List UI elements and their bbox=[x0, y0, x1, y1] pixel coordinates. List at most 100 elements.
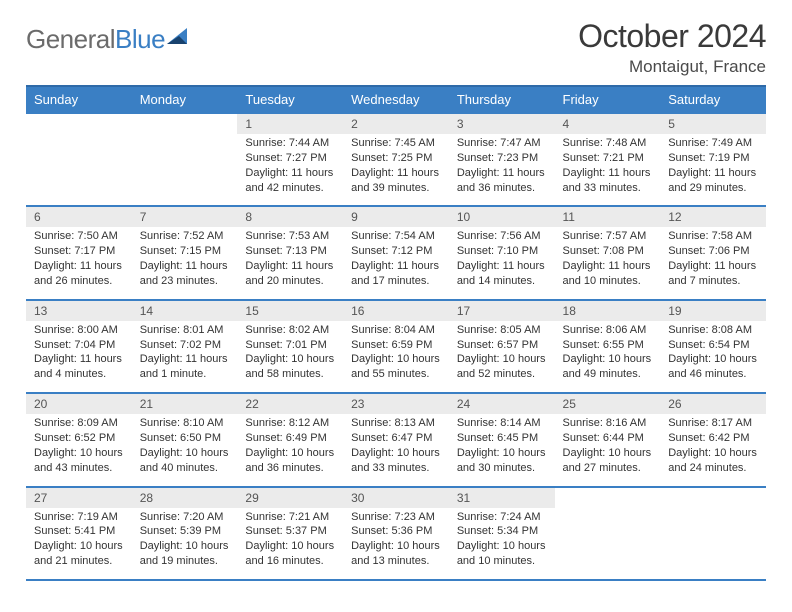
daylight-line: Daylight: 11 hours and 1 minute. bbox=[140, 352, 230, 382]
day-detail: Sunrise: 7:56 AMSunset: 7:10 PMDaylight:… bbox=[449, 227, 555, 298]
day-number: 24 bbox=[449, 394, 555, 414]
day-number: 26 bbox=[660, 394, 766, 414]
sunset-line: Sunset: 7:17 PM bbox=[34, 244, 124, 259]
daylight-line: Daylight: 10 hours and 10 minutes. bbox=[457, 539, 547, 569]
logo-part2: Blue bbox=[115, 24, 165, 54]
sunrise-line: Sunrise: 8:10 AM bbox=[140, 416, 230, 431]
sunset-line: Sunset: 7:12 PM bbox=[351, 244, 441, 259]
daylight-line: Daylight: 10 hours and 43 minutes. bbox=[34, 446, 124, 476]
day-detail: Sunrise: 7:48 AMSunset: 7:21 PMDaylight:… bbox=[555, 134, 661, 205]
day-number-cell: 18 bbox=[555, 300, 661, 321]
day-detail-cell: Sunrise: 7:57 AMSunset: 7:08 PMDaylight:… bbox=[555, 227, 661, 299]
day-detail-cell: Sunrise: 8:00 AMSunset: 7:04 PMDaylight:… bbox=[26, 321, 132, 393]
day-header: Tuesday bbox=[237, 86, 343, 113]
day-detail: Sunrise: 8:04 AMSunset: 6:59 PMDaylight:… bbox=[343, 321, 449, 392]
sunrise-line: Sunrise: 7:24 AM bbox=[457, 510, 547, 525]
sunrise-line: Sunrise: 7:44 AM bbox=[245, 136, 335, 151]
week-detail-row: Sunrise: 7:44 AMSunset: 7:27 PMDaylight:… bbox=[26, 134, 766, 206]
day-number-cell: 15 bbox=[237, 300, 343, 321]
daylight-line: Daylight: 11 hours and 42 minutes. bbox=[245, 166, 335, 196]
sunset-line: Sunset: 7:19 PM bbox=[668, 151, 758, 166]
week-detail-row: Sunrise: 7:50 AMSunset: 7:17 PMDaylight:… bbox=[26, 227, 766, 299]
day-number: 6 bbox=[26, 207, 132, 227]
day-detail-cell: Sunrise: 7:58 AMSunset: 7:06 PMDaylight:… bbox=[660, 227, 766, 299]
day-detail: Sunrise: 8:17 AMSunset: 6:42 PMDaylight:… bbox=[660, 414, 766, 485]
week-number-row: 13141516171819 bbox=[26, 300, 766, 321]
day-detail-cell: Sunrise: 7:24 AMSunset: 5:34 PMDaylight:… bbox=[449, 508, 555, 580]
day-number: 20 bbox=[26, 394, 132, 414]
daylight-line: Daylight: 11 hours and 23 minutes. bbox=[140, 259, 230, 289]
empty-cell bbox=[660, 487, 766, 508]
day-number: 21 bbox=[132, 394, 238, 414]
day-detail: Sunrise: 8:16 AMSunset: 6:44 PMDaylight:… bbox=[555, 414, 661, 485]
sunrise-line: Sunrise: 8:12 AM bbox=[245, 416, 335, 431]
sunset-line: Sunset: 6:59 PM bbox=[351, 338, 441, 353]
sunset-line: Sunset: 7:10 PM bbox=[457, 244, 547, 259]
calendar-table: Sunday Monday Tuesday Wednesday Thursday… bbox=[26, 85, 766, 581]
week-number-row: 20212223242526 bbox=[26, 393, 766, 414]
sunrise-line: Sunrise: 8:14 AM bbox=[457, 416, 547, 431]
day-number-cell: 16 bbox=[343, 300, 449, 321]
sunset-line: Sunset: 7:27 PM bbox=[245, 151, 335, 166]
sunrise-line: Sunrise: 8:16 AM bbox=[563, 416, 653, 431]
sunset-line: Sunset: 6:47 PM bbox=[351, 431, 441, 446]
daylight-line: Daylight: 11 hours and 17 minutes. bbox=[351, 259, 441, 289]
sunset-line: Sunset: 7:08 PM bbox=[563, 244, 653, 259]
day-number: 4 bbox=[555, 114, 661, 134]
day-number-cell: 2 bbox=[343, 113, 449, 134]
day-number: 12 bbox=[660, 207, 766, 227]
daylight-line: Daylight: 10 hours and 21 minutes. bbox=[34, 539, 124, 569]
day-number-cell: 25 bbox=[555, 393, 661, 414]
day-number: 30 bbox=[343, 488, 449, 508]
day-detail-cell: Sunrise: 7:48 AMSunset: 7:21 PMDaylight:… bbox=[555, 134, 661, 206]
day-number: 31 bbox=[449, 488, 555, 508]
day-header: Thursday bbox=[449, 86, 555, 113]
day-detail: Sunrise: 8:09 AMSunset: 6:52 PMDaylight:… bbox=[26, 414, 132, 485]
day-detail: Sunrise: 7:24 AMSunset: 5:34 PMDaylight:… bbox=[449, 508, 555, 579]
sunrise-line: Sunrise: 8:05 AM bbox=[457, 323, 547, 338]
day-detail: Sunrise: 7:21 AMSunset: 5:37 PMDaylight:… bbox=[237, 508, 343, 579]
empty-cell bbox=[132, 134, 238, 206]
daylight-line: Daylight: 10 hours and 33 minutes. bbox=[351, 446, 441, 476]
sunset-line: Sunset: 7:02 PM bbox=[140, 338, 230, 353]
sunrise-line: Sunrise: 8:09 AM bbox=[34, 416, 124, 431]
day-detail: Sunrise: 7:47 AMSunset: 7:23 PMDaylight:… bbox=[449, 134, 555, 205]
day-number-cell: 31 bbox=[449, 487, 555, 508]
sunrise-line: Sunrise: 7:19 AM bbox=[34, 510, 124, 525]
day-number: 19 bbox=[660, 301, 766, 321]
day-detail: Sunrise: 7:58 AMSunset: 7:06 PMDaylight:… bbox=[660, 227, 766, 298]
sunset-line: Sunset: 6:44 PM bbox=[563, 431, 653, 446]
day-detail: Sunrise: 7:20 AMSunset: 5:39 PMDaylight:… bbox=[132, 508, 238, 579]
day-detail-cell: Sunrise: 8:13 AMSunset: 6:47 PMDaylight:… bbox=[343, 414, 449, 486]
day-number-cell: 24 bbox=[449, 393, 555, 414]
day-number: 28 bbox=[132, 488, 238, 508]
day-number-cell: 7 bbox=[132, 206, 238, 227]
day-number: 16 bbox=[343, 301, 449, 321]
daylight-line: Daylight: 11 hours and 33 minutes. bbox=[563, 166, 653, 196]
week-number-row: 6789101112 bbox=[26, 206, 766, 227]
day-detail: Sunrise: 7:44 AMSunset: 7:27 PMDaylight:… bbox=[237, 134, 343, 205]
daylight-line: Daylight: 11 hours and 10 minutes. bbox=[563, 259, 653, 289]
logo: GeneralBlue bbox=[26, 18, 189, 55]
day-number-cell: 3 bbox=[449, 113, 555, 134]
daylight-line: Daylight: 11 hours and 39 minutes. bbox=[351, 166, 441, 196]
daylight-line: Daylight: 10 hours and 30 minutes. bbox=[457, 446, 547, 476]
daylight-line: Daylight: 10 hours and 52 minutes. bbox=[457, 352, 547, 382]
empty-cell bbox=[555, 508, 661, 580]
sunset-line: Sunset: 6:52 PM bbox=[34, 431, 124, 446]
daylight-line: Daylight: 10 hours and 49 minutes. bbox=[563, 352, 653, 382]
sunrise-line: Sunrise: 7:52 AM bbox=[140, 229, 230, 244]
day-detail: Sunrise: 8:00 AMSunset: 7:04 PMDaylight:… bbox=[26, 321, 132, 392]
day-number: 13 bbox=[26, 301, 132, 321]
day-detail-cell: Sunrise: 7:50 AMSunset: 7:17 PMDaylight:… bbox=[26, 227, 132, 299]
day-detail: Sunrise: 7:57 AMSunset: 7:08 PMDaylight:… bbox=[555, 227, 661, 298]
sunset-line: Sunset: 5:36 PM bbox=[351, 524, 441, 539]
day-number: 17 bbox=[449, 301, 555, 321]
day-number-cell: 9 bbox=[343, 206, 449, 227]
day-detail-cell: Sunrise: 8:14 AMSunset: 6:45 PMDaylight:… bbox=[449, 414, 555, 486]
day-header: Saturday bbox=[660, 86, 766, 113]
sunset-line: Sunset: 5:34 PM bbox=[457, 524, 547, 539]
day-detail-cell: Sunrise: 7:52 AMSunset: 7:15 PMDaylight:… bbox=[132, 227, 238, 299]
sunset-line: Sunset: 6:57 PM bbox=[457, 338, 547, 353]
day-detail-cell: Sunrise: 7:54 AMSunset: 7:12 PMDaylight:… bbox=[343, 227, 449, 299]
